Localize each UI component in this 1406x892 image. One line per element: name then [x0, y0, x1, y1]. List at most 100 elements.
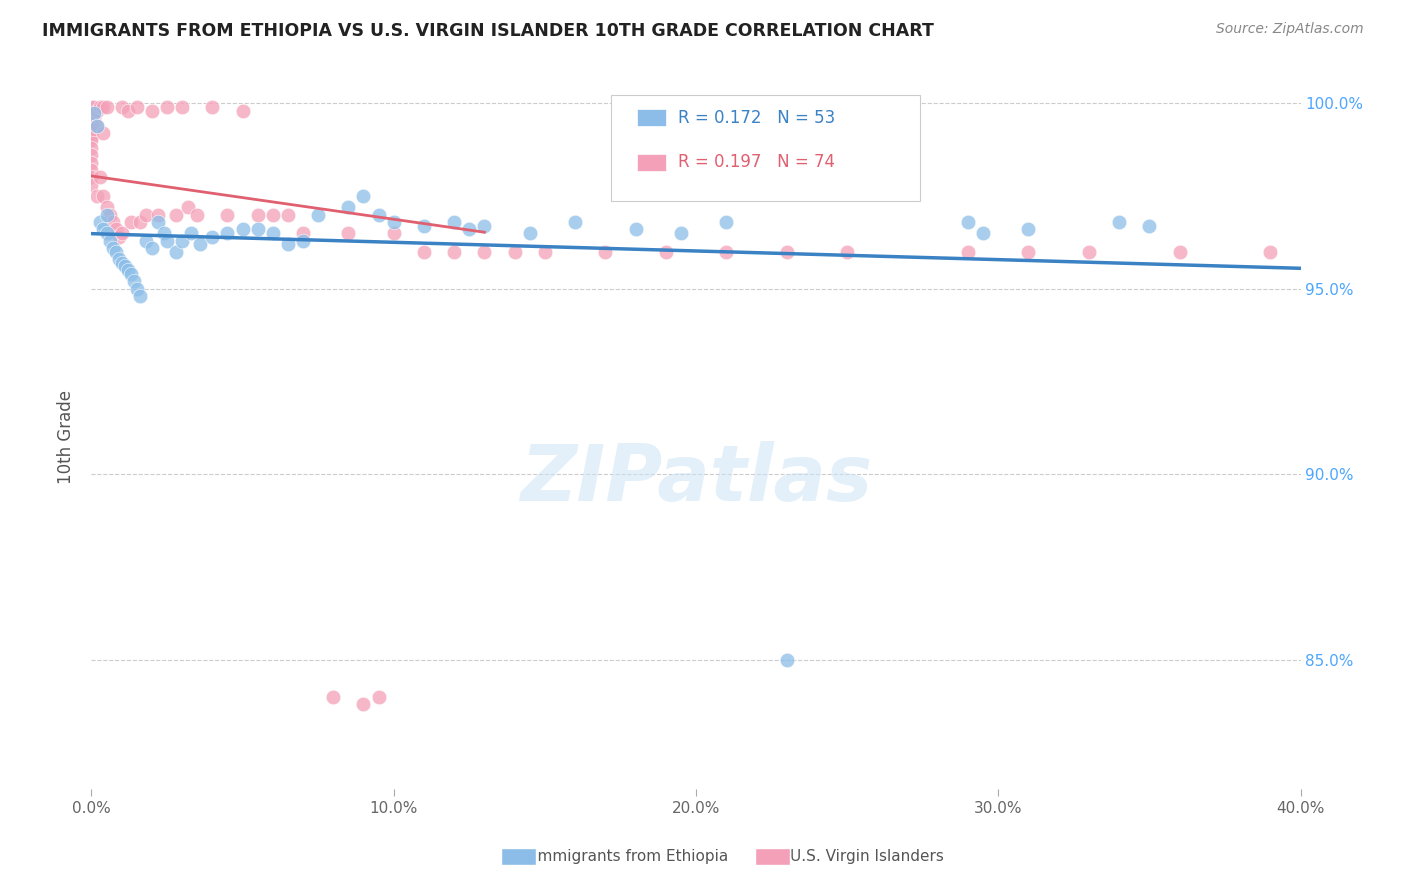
- Point: [337, 226, 360, 240]
- Point: [86, 103, 108, 118]
- FancyBboxPatch shape: [612, 95, 920, 201]
- Point: [93, 222, 115, 236]
- Point: [86, 119, 108, 133]
- Point: [472, 219, 495, 233]
- Point: [443, 244, 465, 259]
- Point: [201, 100, 224, 114]
- Point: [80, 100, 103, 114]
- Point: [231, 103, 253, 118]
- Point: [83, 122, 105, 136]
- Point: [80, 111, 103, 125]
- Point: [80, 163, 103, 178]
- Point: [80, 119, 103, 133]
- Point: [322, 690, 344, 704]
- Point: [188, 237, 211, 252]
- Point: [217, 226, 239, 240]
- Point: [125, 100, 148, 114]
- Point: [956, 244, 979, 259]
- Point: [156, 100, 179, 114]
- Point: [156, 234, 179, 248]
- Point: [111, 226, 132, 240]
- Point: [262, 208, 284, 222]
- Point: [117, 263, 139, 277]
- Text: Immigrants from Ethiopia: Immigrants from Ethiopia: [533, 849, 728, 863]
- Point: [122, 274, 145, 288]
- Point: [146, 208, 169, 222]
- Point: [93, 189, 115, 203]
- Point: [98, 208, 121, 222]
- Point: [101, 241, 124, 255]
- Point: [714, 244, 737, 259]
- Point: [595, 244, 617, 259]
- Point: [217, 208, 239, 222]
- Text: R = 0.172   N = 53: R = 0.172 N = 53: [678, 109, 835, 127]
- Point: [93, 100, 115, 114]
- Point: [80, 148, 103, 162]
- Point: [101, 215, 124, 229]
- Point: [80, 122, 103, 136]
- Point: [86, 189, 108, 203]
- Point: [83, 105, 105, 120]
- Point: [80, 141, 103, 155]
- Point: [80, 129, 103, 144]
- Point: [153, 226, 176, 240]
- Point: [104, 222, 127, 236]
- FancyBboxPatch shape: [637, 110, 666, 127]
- Point: [111, 100, 132, 114]
- Point: [128, 289, 150, 303]
- Point: [141, 241, 163, 255]
- Point: [776, 652, 799, 666]
- Point: [292, 234, 315, 248]
- Point: [80, 133, 103, 147]
- Point: [382, 215, 405, 229]
- Point: [96, 100, 118, 114]
- Point: [165, 208, 187, 222]
- Point: [307, 208, 329, 222]
- Point: [117, 103, 139, 118]
- Point: [201, 229, 224, 244]
- Point: [519, 226, 541, 240]
- Text: U.S. Virgin Islanders: U.S. Virgin Islanders: [790, 849, 945, 863]
- Point: [80, 103, 103, 118]
- Point: [107, 229, 129, 244]
- Point: [1018, 222, 1040, 236]
- Point: [89, 170, 111, 185]
- Text: R = 0.197   N = 74: R = 0.197 N = 74: [678, 153, 835, 171]
- Point: [292, 226, 315, 240]
- Point: [96, 200, 118, 214]
- Point: [337, 200, 360, 214]
- Point: [413, 244, 436, 259]
- Point: [277, 208, 299, 222]
- Point: [262, 226, 284, 240]
- Point: [669, 226, 692, 240]
- Point: [114, 260, 136, 274]
- Point: [80, 126, 103, 140]
- Point: [246, 208, 269, 222]
- Point: [107, 252, 129, 266]
- FancyBboxPatch shape: [502, 848, 536, 865]
- Point: [80, 115, 103, 129]
- Point: [367, 208, 389, 222]
- Point: [83, 111, 105, 125]
- Point: [186, 208, 208, 222]
- Point: [104, 244, 127, 259]
- Point: [956, 215, 979, 229]
- Point: [1260, 244, 1282, 259]
- Point: [98, 234, 121, 248]
- Point: [80, 155, 103, 169]
- Point: [231, 222, 253, 236]
- Point: [141, 103, 163, 118]
- Point: [1018, 244, 1040, 259]
- Point: [172, 100, 194, 114]
- Point: [83, 100, 105, 114]
- Point: [835, 244, 858, 259]
- Point: [146, 215, 169, 229]
- Point: [80, 170, 103, 185]
- Point: [382, 226, 405, 240]
- Point: [177, 200, 200, 214]
- Point: [96, 208, 118, 222]
- Point: [111, 256, 132, 270]
- Point: [533, 244, 555, 259]
- Point: [776, 244, 799, 259]
- Point: [458, 222, 481, 236]
